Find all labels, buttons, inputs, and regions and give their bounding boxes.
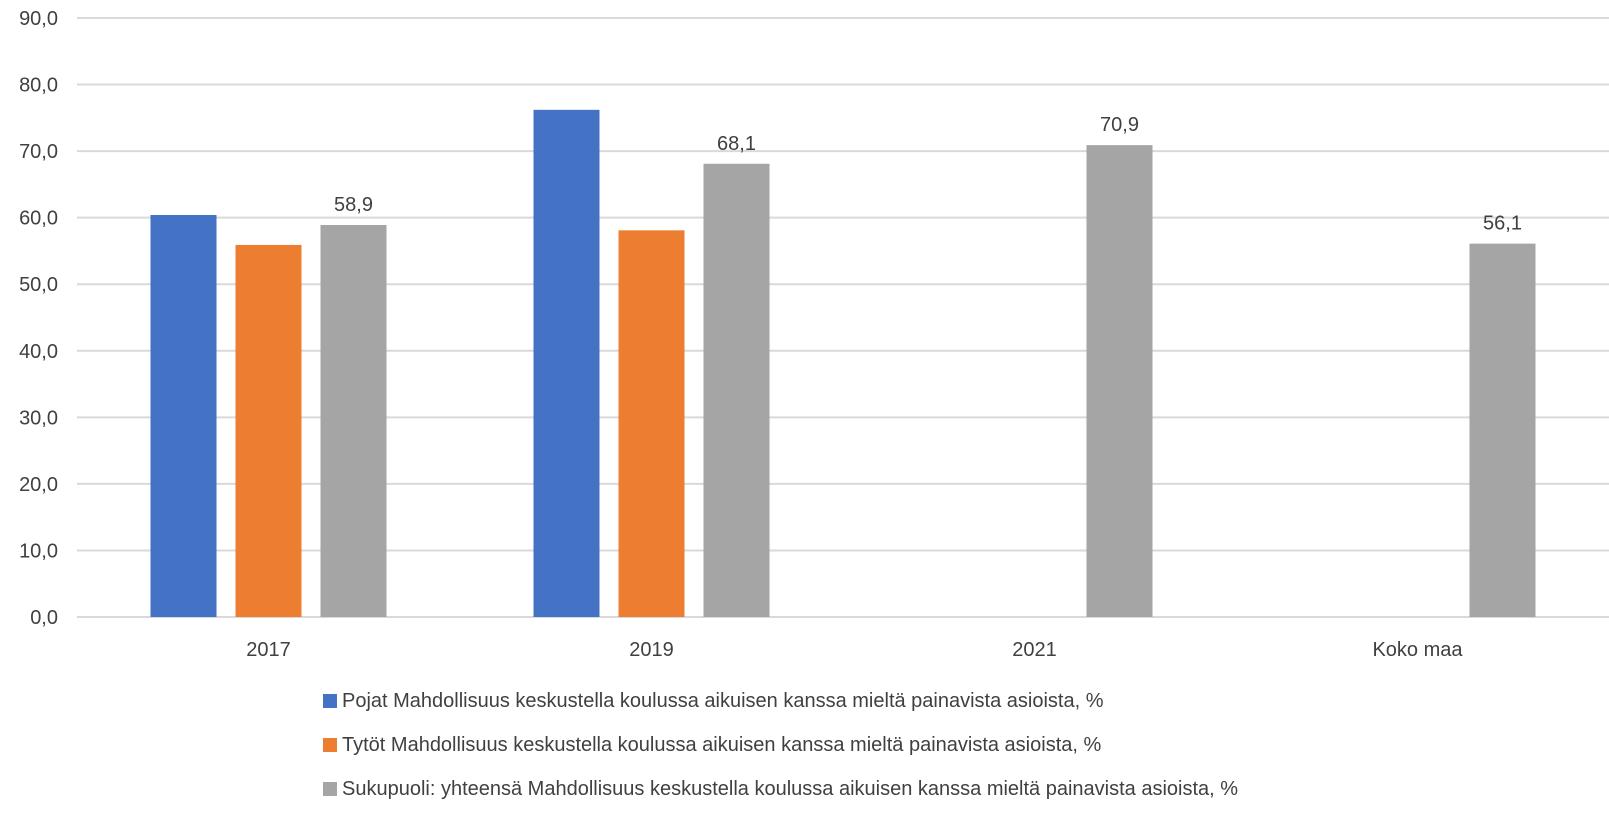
bar-series0-1 [533, 109, 600, 617]
data-label: 56,1 [1483, 213, 1522, 235]
legend: Pojat Mahdollisuus keskustella koulussa … [323, 690, 1238, 822]
legend-label-tytot: Tytöt Mahdollisuus keskustella koulussa … [342, 733, 1102, 756]
legend-item-yhteensa: Sukupuoli: yhteensä Mahdollisuus keskust… [323, 778, 1238, 800]
chart: 0,0 10,0 20,0 30,0 40,0 50,0 60,0 70,0 80,0 90,0 5… [19, 8, 1609, 661]
legend-label-yhteensa: Sukupuoli: yhteensä Mahdollisuus keskust… [342, 777, 1239, 800]
bar-series2-2 [1086, 145, 1153, 618]
legend-swatch-yhteensa [323, 782, 337, 796]
data-label: 70,9 [1100, 114, 1139, 136]
x-tick-label: 2017 [246, 639, 291, 661]
x-tick-label: 2021 [1012, 639, 1057, 661]
bar-series1-0 [235, 244, 302, 617]
y-tick-label: 0,0 [30, 607, 58, 629]
y-tick-label: 40,0 [19, 341, 58, 363]
legend-swatch-pojat [323, 694, 337, 708]
y-tick-label: 70,0 [19, 141, 58, 163]
y-tick-label: 60,0 [19, 208, 58, 230]
y-tick-label: 10,0 [19, 540, 58, 562]
y-tick-label: 90,0 [19, 8, 58, 30]
bar-series2-1 [703, 163, 770, 618]
legend-item-pojat: Pojat Mahdollisuus keskustella koulussa … [323, 690, 1238, 712]
x-tick-label: Koko maa [1372, 639, 1463, 661]
y-tick-label: 20,0 [19, 474, 58, 496]
data-label: 58,9 [334, 194, 373, 216]
legend-item-tytot: Tytöt Mahdollisuus keskustella koulussa … [323, 734, 1238, 756]
bar-series1-1 [618, 230, 685, 617]
legend-swatch-tytot [323, 738, 337, 752]
bar-series0-0 [150, 215, 217, 617]
x-tick-label: 2019 [629, 639, 674, 661]
legend-label-pojat: Pojat Mahdollisuus keskustella koulussa … [342, 689, 1104, 712]
data-label: 68,1 [717, 133, 756, 155]
bar-series2-3 [1469, 243, 1536, 617]
bar-series2-0 [320, 224, 387, 617]
y-tick-label: 30,0 [19, 407, 58, 429]
y-tick-label: 80,0 [19, 75, 58, 97]
y-tick-label: 50,0 [19, 274, 58, 296]
